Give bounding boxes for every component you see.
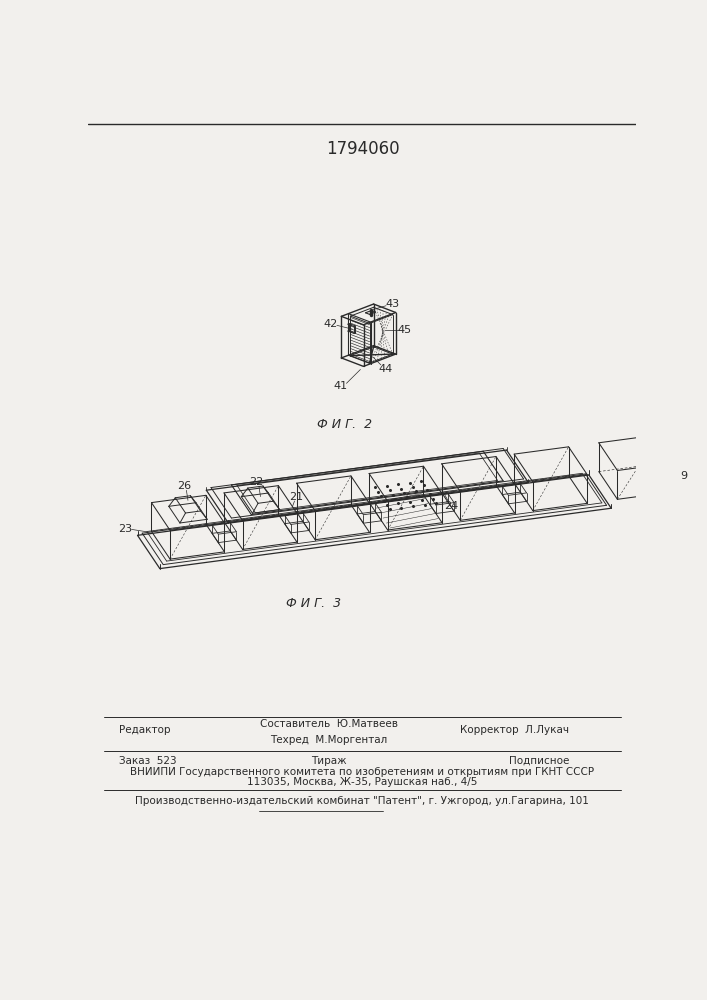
Text: 21: 21 (289, 492, 303, 502)
Text: Производственно-издательский комбинат "Патент", г. Ужгород, ул.Гагарина, 101: Производственно-издательский комбинат "П… (135, 796, 589, 806)
Text: 1794060: 1794060 (326, 140, 399, 158)
Text: Составитель  Ю.Матвеев: Составитель Ю.Матвеев (259, 719, 397, 729)
Text: Ф И Г.  3: Ф И Г. 3 (286, 597, 341, 610)
Text: Ф И Г.  2: Ф И Г. 2 (317, 418, 372, 431)
Text: 22: 22 (250, 477, 264, 487)
Text: 43: 43 (385, 299, 399, 309)
Text: 23: 23 (118, 524, 132, 534)
Text: 24: 24 (444, 501, 458, 511)
Text: 41: 41 (333, 381, 347, 391)
Text: Техред  М.Моргентал: Техред М.Моргентал (270, 735, 387, 745)
Text: Редактор: Редактор (119, 725, 171, 735)
Text: 26: 26 (177, 481, 191, 491)
Text: 42: 42 (324, 319, 338, 329)
Text: 113035, Москва, Ж-35, Раушская наб., 4/5: 113035, Москва, Ж-35, Раушская наб., 4/5 (247, 777, 477, 787)
Text: Корректор  Л.Лукач: Корректор Л.Лукач (460, 725, 569, 735)
Text: 9: 9 (680, 471, 687, 481)
Text: 45: 45 (398, 325, 412, 335)
Text: Заказ  523: Заказ 523 (119, 756, 177, 766)
Text: ВНИИПИ Государственного комитета по изобретениям и открытиям при ГКНТ СССР: ВНИИПИ Государственного комитета по изоб… (130, 767, 594, 777)
Text: 44: 44 (378, 364, 392, 374)
Text: Тираж: Тираж (311, 756, 346, 766)
Text: Подписное: Подписное (508, 756, 569, 766)
